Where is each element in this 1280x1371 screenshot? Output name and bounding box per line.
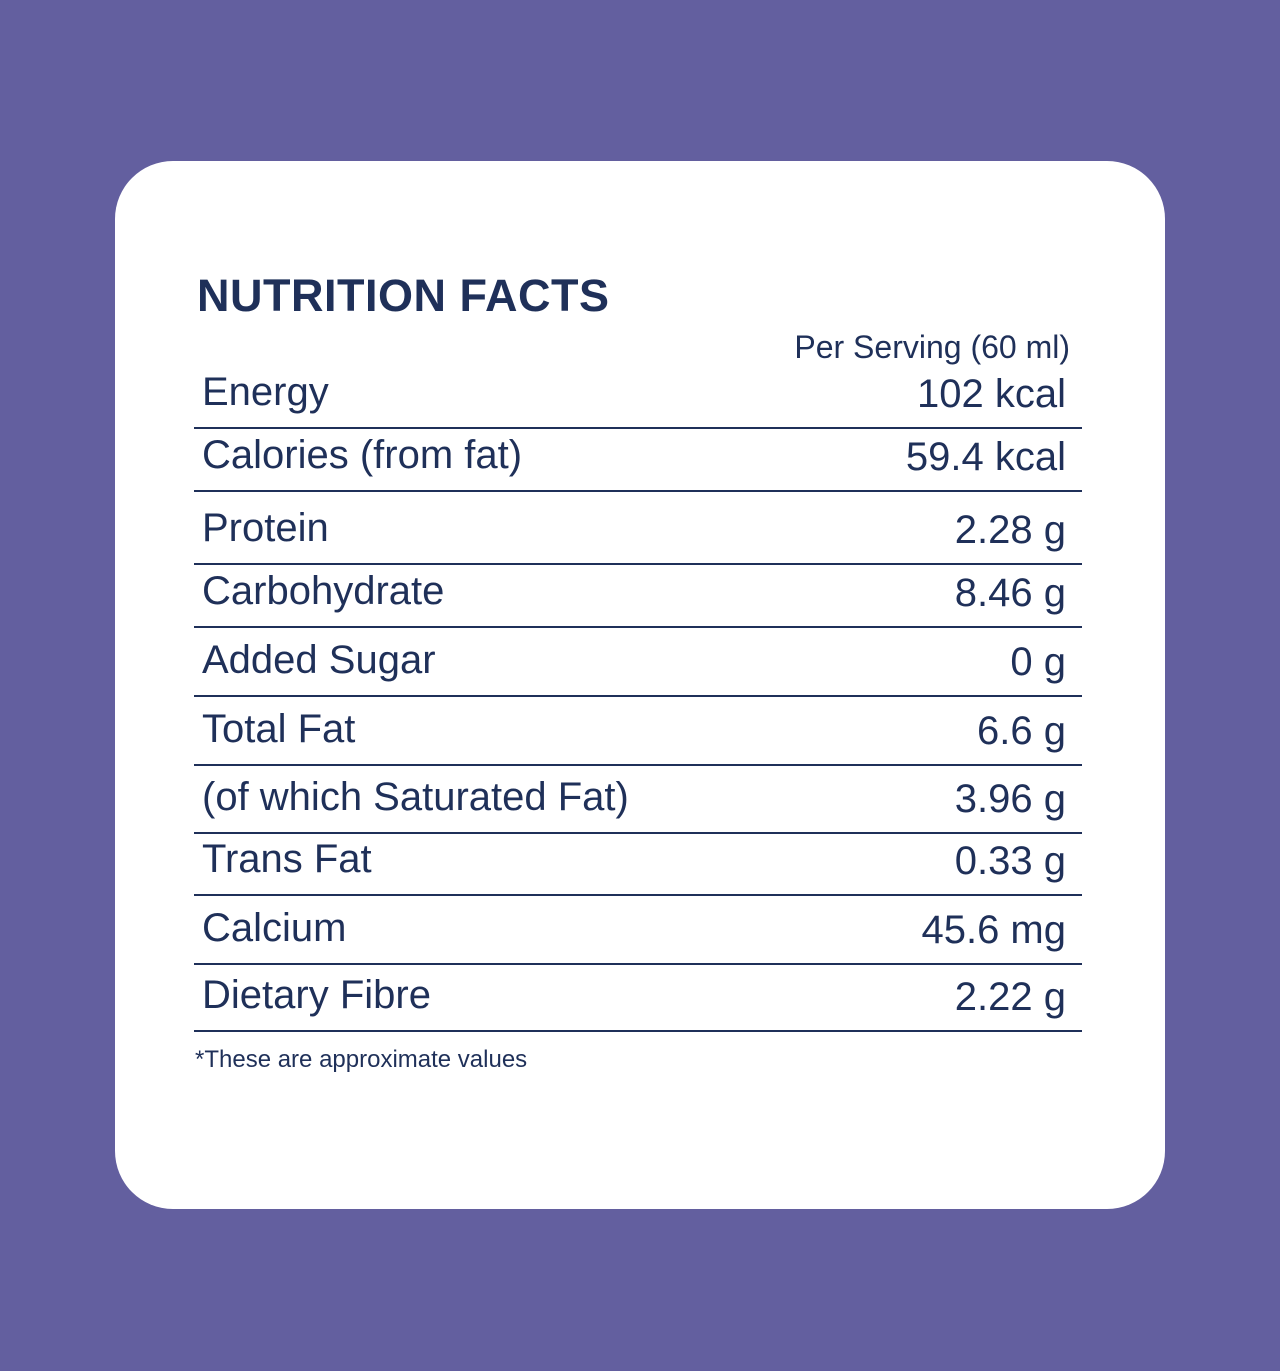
nutrient-value: 2.22 g: [954, 975, 1066, 1019]
nutrient-value: 3.96 g: [954, 777, 1066, 821]
nutrient-label: (of which Saturated Fat): [202, 775, 629, 819]
nutrient-label: Protein: [202, 506, 329, 550]
nutrient-value: 2.28 g: [954, 508, 1066, 552]
nutrient-label: Trans Fat: [202, 837, 372, 881]
nutrition-table: Energy 102 kcal Calories (from fat) 59.4…: [194, 362, 1082, 1032]
nutrient-label: Carbohydrate: [202, 569, 445, 613]
nutrition-row-saturated-fat: (of which Saturated Fat) 3.96 g: [194, 766, 1082, 834]
nutrient-value: 0 g: [1010, 640, 1066, 684]
nutrition-row-dietary-fibre: Dietary Fibre 2.22 g: [194, 965, 1082, 1032]
nutrient-label: Dietary Fibre: [202, 973, 431, 1017]
footnote: *These are approximate values: [195, 1046, 528, 1073]
nutrition-row-trans-fat: Trans Fat 0.33 g: [194, 834, 1082, 896]
nutrition-row-protein: Protein 2.28 g: [194, 492, 1082, 565]
nutrition-row-calories-from-fat: Calories (from fat) 59.4 kcal: [194, 429, 1082, 492]
nutrition-row-calcium: Calcium 45.6 mg: [194, 896, 1082, 965]
nutrient-value: 59.4 kcal: [905, 435, 1066, 479]
nutrient-value: 45.6 mg: [921, 908, 1066, 952]
nutrition-row-added-sugar: Added Sugar 0 g: [194, 628, 1082, 697]
nutrient-value: 8.46 g: [954, 571, 1066, 615]
nutrition-row-total-fat: Total Fat 6.6 g: [194, 697, 1082, 766]
nutrient-label: Added Sugar: [202, 638, 436, 682]
nutrient-value: 6.6 g: [977, 709, 1066, 753]
nutrient-value: 102 kcal: [917, 372, 1066, 416]
nutrient-label: Calcium: [202, 906, 347, 950]
nutrient-label: Calories (from fat): [202, 433, 523, 477]
nutrient-value: 0.33 g: [954, 839, 1066, 883]
nutrient-label: Total Fat: [202, 707, 356, 751]
nutrition-row-carbohydrate: Carbohydrate 8.46 g: [194, 565, 1082, 628]
serving-size-label: Per Serving (60 ml): [794, 329, 1070, 365]
nutrient-label: Energy: [202, 370, 329, 414]
nutrition-row-energy: Energy 102 kcal: [194, 362, 1082, 429]
nutrition-card: [115, 161, 1165, 1209]
nutrition-title: NUTRITION FACTS: [197, 270, 610, 321]
